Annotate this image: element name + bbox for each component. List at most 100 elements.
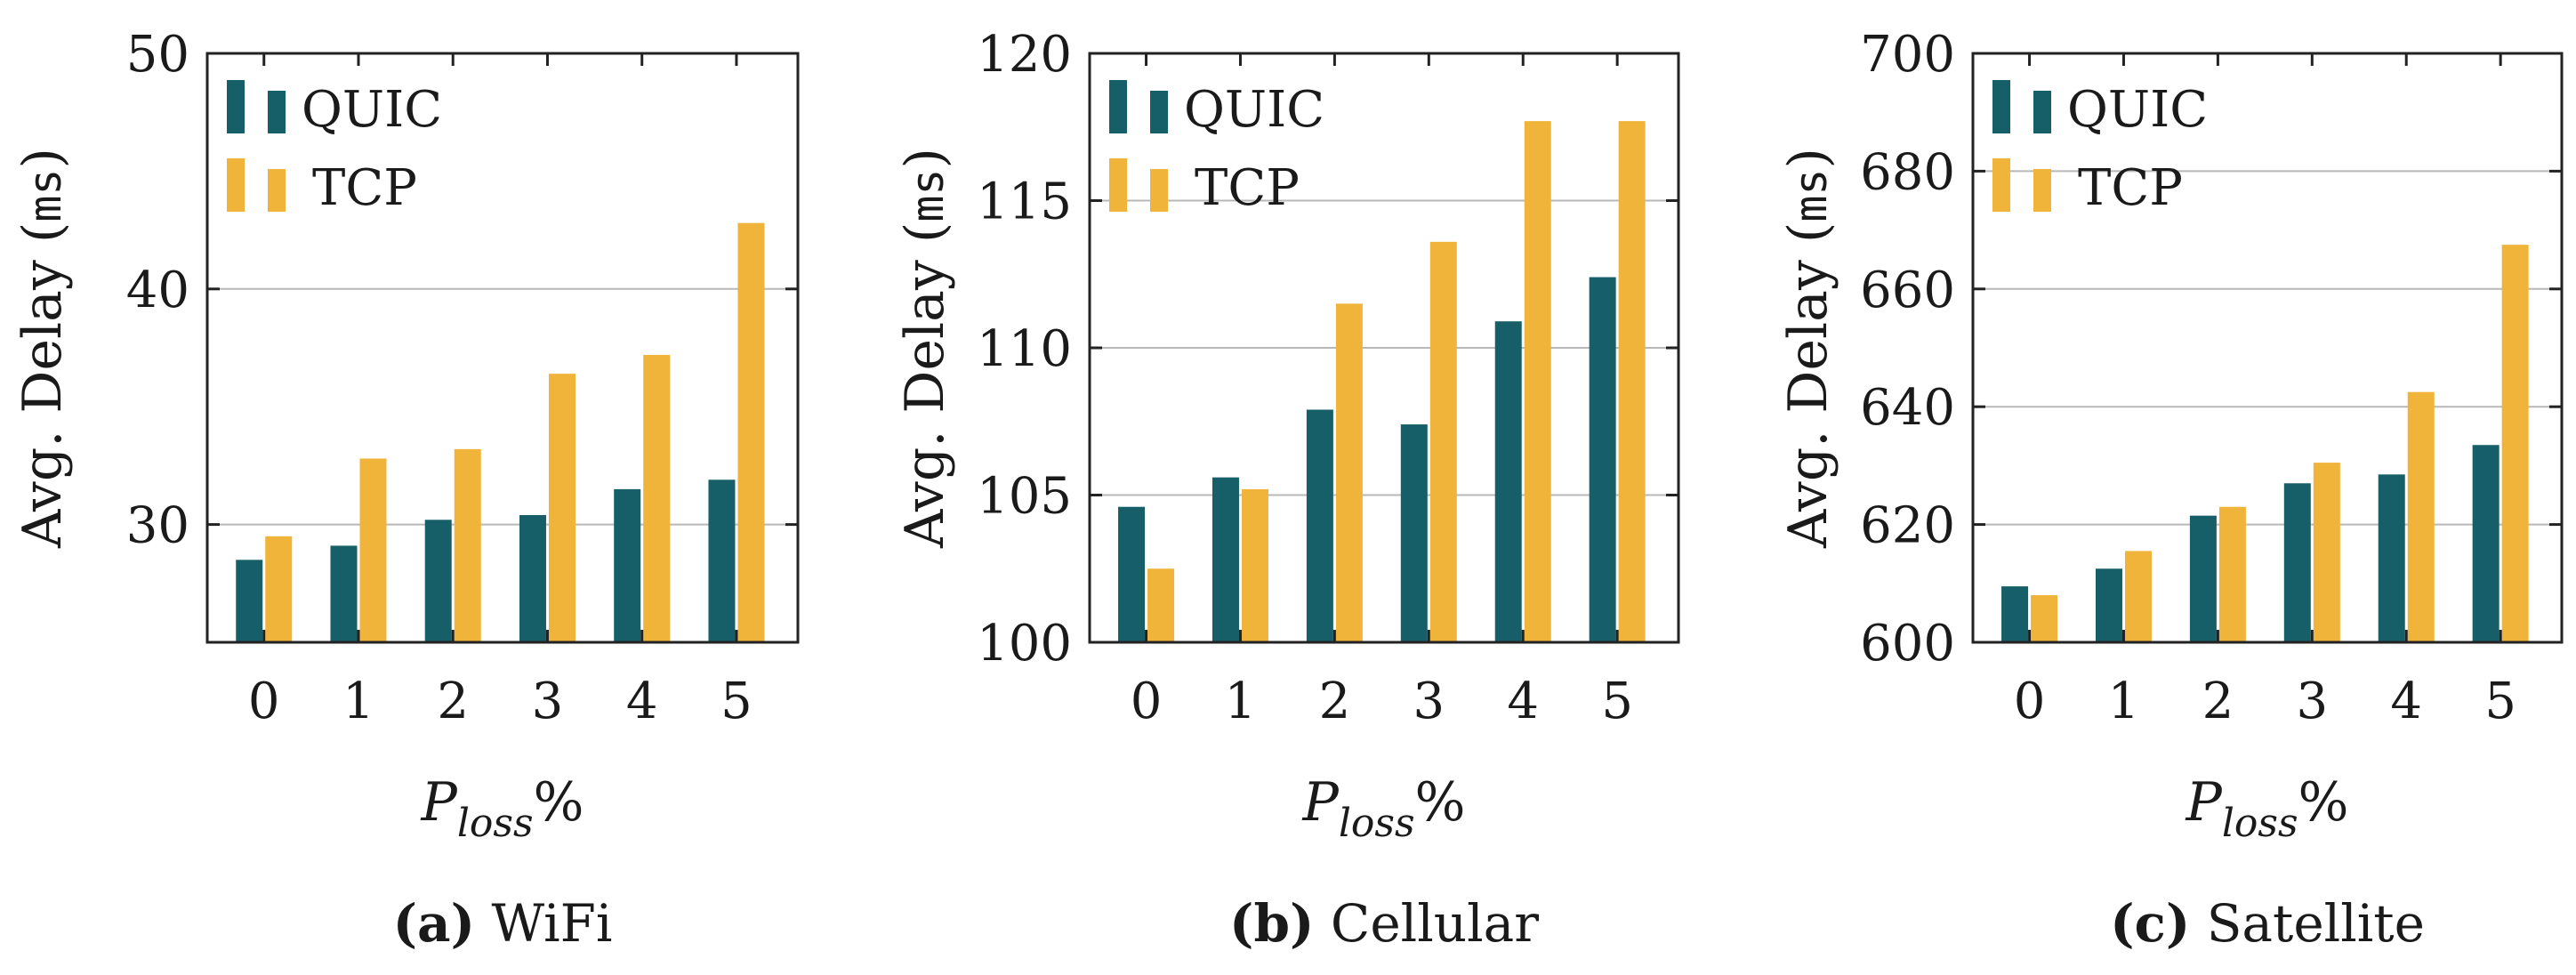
legend-swatch-tcp (2033, 169, 2051, 212)
x-tick-label: 2 (437, 673, 469, 730)
y-tick-label: 660 (1860, 262, 1955, 319)
bar-quic-0 (2001, 586, 2029, 642)
x-tick-label: 2 (1319, 673, 1351, 730)
y-tick-label: 30 (126, 497, 189, 555)
caption-letter: (c) (2110, 893, 2190, 954)
legend-label-tcp: TCP (1195, 159, 1300, 217)
x-axis-label-main: P (420, 771, 458, 834)
bar-quic-1 (330, 545, 358, 642)
y-axis-label-text: Avg. Delay (12, 243, 74, 549)
y-tick-label: 50 (126, 26, 189, 84)
legend-swatch-quic (1109, 80, 1127, 133)
bar-tcp-5 (2501, 245, 2529, 642)
caption-text: WiFi (475, 893, 612, 954)
bar-tcp-3 (1429, 241, 1457, 642)
chart-panel-2: 600 620 640 660 680 700 0 1 2 3 4 5 Avg. Delay (ms) P… (1777, 26, 2564, 954)
bar-quic-3 (1400, 424, 1428, 642)
y-tick-label: 100 (977, 615, 1072, 673)
x-tick-label: 2 (2202, 673, 2234, 730)
bar-quic-3 (519, 515, 546, 642)
plot-frame (205, 52, 800, 644)
bar-quic-4 (1494, 321, 1522, 642)
y-tick-label: 680 (1860, 143, 1955, 201)
y-tick-label: 115 (977, 173, 1072, 231)
x-tick-label: 0 (248, 673, 280, 730)
x-axis-label-suffix: % (2298, 771, 2349, 834)
x-tick-label: 4 (1507, 673, 1539, 730)
legend-label-quic: QUIC (2067, 81, 2208, 139)
y-tick-label: 620 (1860, 497, 1955, 555)
legend-swatch-tcp (227, 158, 245, 212)
bar-tcp-2 (454, 448, 481, 642)
bar-quic-4 (614, 488, 641, 642)
bar-quic-1 (2095, 568, 2122, 642)
y-axis-label-text: Avg. Delay (894, 243, 956, 549)
x-tick-label: 0 (1131, 673, 1163, 730)
y-tick-label: 110 (977, 320, 1072, 378)
bar-quic-5 (708, 479, 736, 642)
x-axis-label-suffix: % (534, 771, 584, 834)
x-tick-label: 5 (2484, 673, 2516, 730)
bar-quic-2 (424, 520, 452, 642)
y-axis-label-text: Avg. Delay (1777, 243, 1839, 549)
x-tick-label: 5 (720, 673, 753, 730)
legend-label-tcp: TCP (312, 159, 417, 217)
bar-tcp-5 (737, 222, 765, 642)
bar-quic-2 (2189, 515, 2217, 642)
caption-text: Satellite (2190, 893, 2425, 954)
bar-tcp-3 (2313, 463, 2340, 642)
y-tick-label: 120 (977, 26, 1072, 84)
bar-tcp-0 (265, 536, 293, 642)
y-tick-label: 105 (977, 468, 1072, 526)
x-tick-label: 5 (1601, 673, 1633, 730)
bar-quic-1 (1212, 477, 1239, 642)
legend-swatch-tcp (1109, 158, 1127, 212)
y-tick-label: 640 (1860, 379, 1955, 437)
x-axis-label-main: P (2185, 771, 2223, 834)
bar-quic-3 (2283, 483, 2311, 642)
caption-text: Cellular (1315, 893, 1540, 954)
x-tick-label: 3 (1413, 673, 1445, 730)
y-axis-label-paren: ( (12, 222, 74, 243)
legend-swatch-tcp (1992, 158, 2010, 212)
bar-tcp-0 (1147, 568, 1175, 642)
y-axis-label: Avg. Delay (ms) (894, 148, 956, 549)
y-tick-label: 40 (126, 262, 189, 319)
legend-swatch-tcp (268, 169, 286, 212)
caption-letter: (a) (393, 893, 475, 954)
x-axis-label-main: P (1301, 771, 1340, 834)
bar-tcp-4 (643, 354, 671, 642)
legend-swatch-quic (268, 91, 286, 133)
legend-swatch-quic (227, 80, 245, 133)
y-axis-label: Avg. Delay (ms) (12, 148, 74, 549)
x-axis-label-sub: loss (1339, 801, 1415, 846)
bar-tcp-5 (1618, 121, 1646, 642)
x-tick-label: 1 (1225, 673, 1257, 730)
legend-swatch-quic (1992, 80, 2010, 133)
bar-tcp-1 (1241, 488, 1268, 642)
x-axis-label-suffix: % (1415, 771, 1466, 834)
y-axis-label-unit: ms (1785, 168, 1837, 222)
x-tick-label: 4 (626, 673, 658, 730)
bar-quic-2 (1306, 409, 1333, 642)
chart-panel-0: 30 40 50 0 1 2 3 4 5 Avg. Delay (ms) Ploss% QUIC TCP… (12, 26, 800, 954)
bar-tcp-4 (2407, 391, 2435, 642)
legend-swatch-quic (1150, 91, 1168, 133)
bar-quic-0 (236, 560, 263, 642)
y-axis-label-unit: ms (902, 168, 954, 222)
x-tick-label: 0 (2014, 673, 2046, 730)
bar-tcp-3 (548, 374, 576, 642)
x-axis-label-sub: loss (457, 801, 534, 846)
y-tick-label: 700 (1860, 26, 1955, 84)
legend-label-quic: QUIC (302, 81, 442, 139)
legend-swatch-quic (2033, 91, 2051, 133)
y-axis-label-paren: ) (12, 148, 74, 168)
bar-tcp-1 (359, 458, 387, 642)
y-axis-label-unit: ms (20, 168, 71, 222)
bar-tcp-2 (1335, 303, 1363, 642)
x-axis-label: Ploss% (420, 771, 584, 846)
bar-tcp-4 (1524, 121, 1551, 642)
x-tick-label: 1 (2108, 673, 2140, 730)
chart-panel-1: 100 105 110 115 120 0 1 2 3 4 5 Avg. Delay (ms) Plos… (894, 26, 1680, 954)
